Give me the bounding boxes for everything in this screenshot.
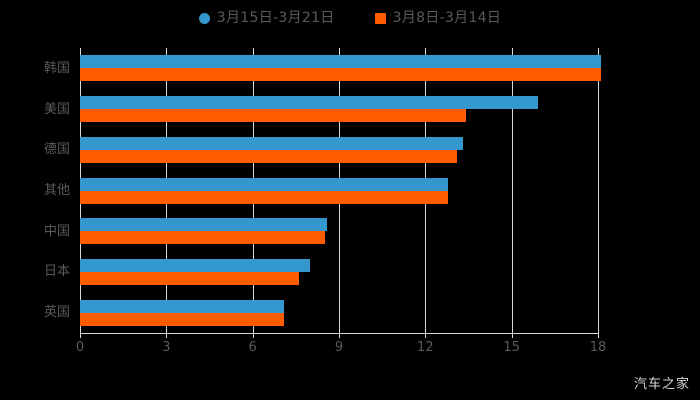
bar-series-a[interactable] [80, 136, 463, 150]
bar-series-a[interactable] [80, 96, 538, 110]
x-axis-tickmark [598, 333, 599, 338]
chart-legend: 3月15日-3月21日 3月8日-3月14日 [0, 6, 700, 30]
bar-series-b[interactable] [80, 271, 299, 285]
x-axis-tick-label: 0 [75, 340, 85, 355]
y-axis-label: 韩国 [43, 60, 70, 76]
bar-series-b[interactable] [80, 231, 325, 245]
x-axis-tick-label: 3 [162, 340, 171, 355]
x-axis-tickmark [425, 333, 427, 338]
plot-area [80, 48, 601, 333]
gridline [511, 48, 513, 333]
legend-label-series-b: 3月8日-3月14日 [392, 10, 502, 26]
gridline [598, 48, 599, 333]
y-axis-label: 美国 [43, 101, 70, 117]
x-axis-tickmark [80, 333, 81, 338]
bar-series-a[interactable] [80, 55, 601, 69]
legend-item-series-b[interactable]: 3月8日-3月14日 [374, 10, 502, 26]
bar-series-b[interactable] [80, 109, 466, 123]
y-axis-label: 日本 [43, 264, 70, 280]
x-axis-tick-label: 9 [334, 340, 344, 355]
legend-item-series-a[interactable]: 3月15日-3月21日 [198, 10, 335, 26]
x-axis-tick-label: 18 [589, 340, 607, 355]
x-axis-tickmark [511, 333, 513, 338]
y-axis-label: 德国 [43, 142, 70, 158]
legend-label-series-a: 3月15日-3月21日 [216, 10, 335, 26]
bar-series-a[interactable] [80, 258, 311, 272]
bar-series-a[interactable] [80, 177, 449, 191]
x-axis-tickmark [166, 333, 168, 338]
x-axis-tickmark [339, 333, 340, 338]
x-axis-tick-label: 12 [417, 340, 434, 355]
legend-marker-circle-icon [198, 12, 210, 24]
bar-series-a[interactable] [80, 299, 285, 313]
bar-series-b[interactable] [80, 68, 601, 82]
bar-series-b[interactable] [80, 312, 285, 326]
bar-series-b[interactable] [80, 190, 449, 204]
y-axis-label: 英国 [43, 305, 70, 321]
bar-series-b[interactable] [80, 149, 457, 163]
bar-series-a[interactable] [80, 218, 328, 232]
y-axis-label: 中国 [43, 223, 70, 239]
watermark: 汽车之家 [633, 377, 690, 392]
x-axis-tick-label: 6 [248, 340, 257, 355]
y-axis-label: 其他 [43, 183, 70, 198]
legend-marker-square-icon [374, 12, 386, 24]
x-axis-tick-labels: 0 3 6 9 12 15 18 [0, 341, 700, 359]
x-axis-tick-label: 15 [503, 340, 520, 355]
x-axis-tickmark [252, 333, 254, 338]
